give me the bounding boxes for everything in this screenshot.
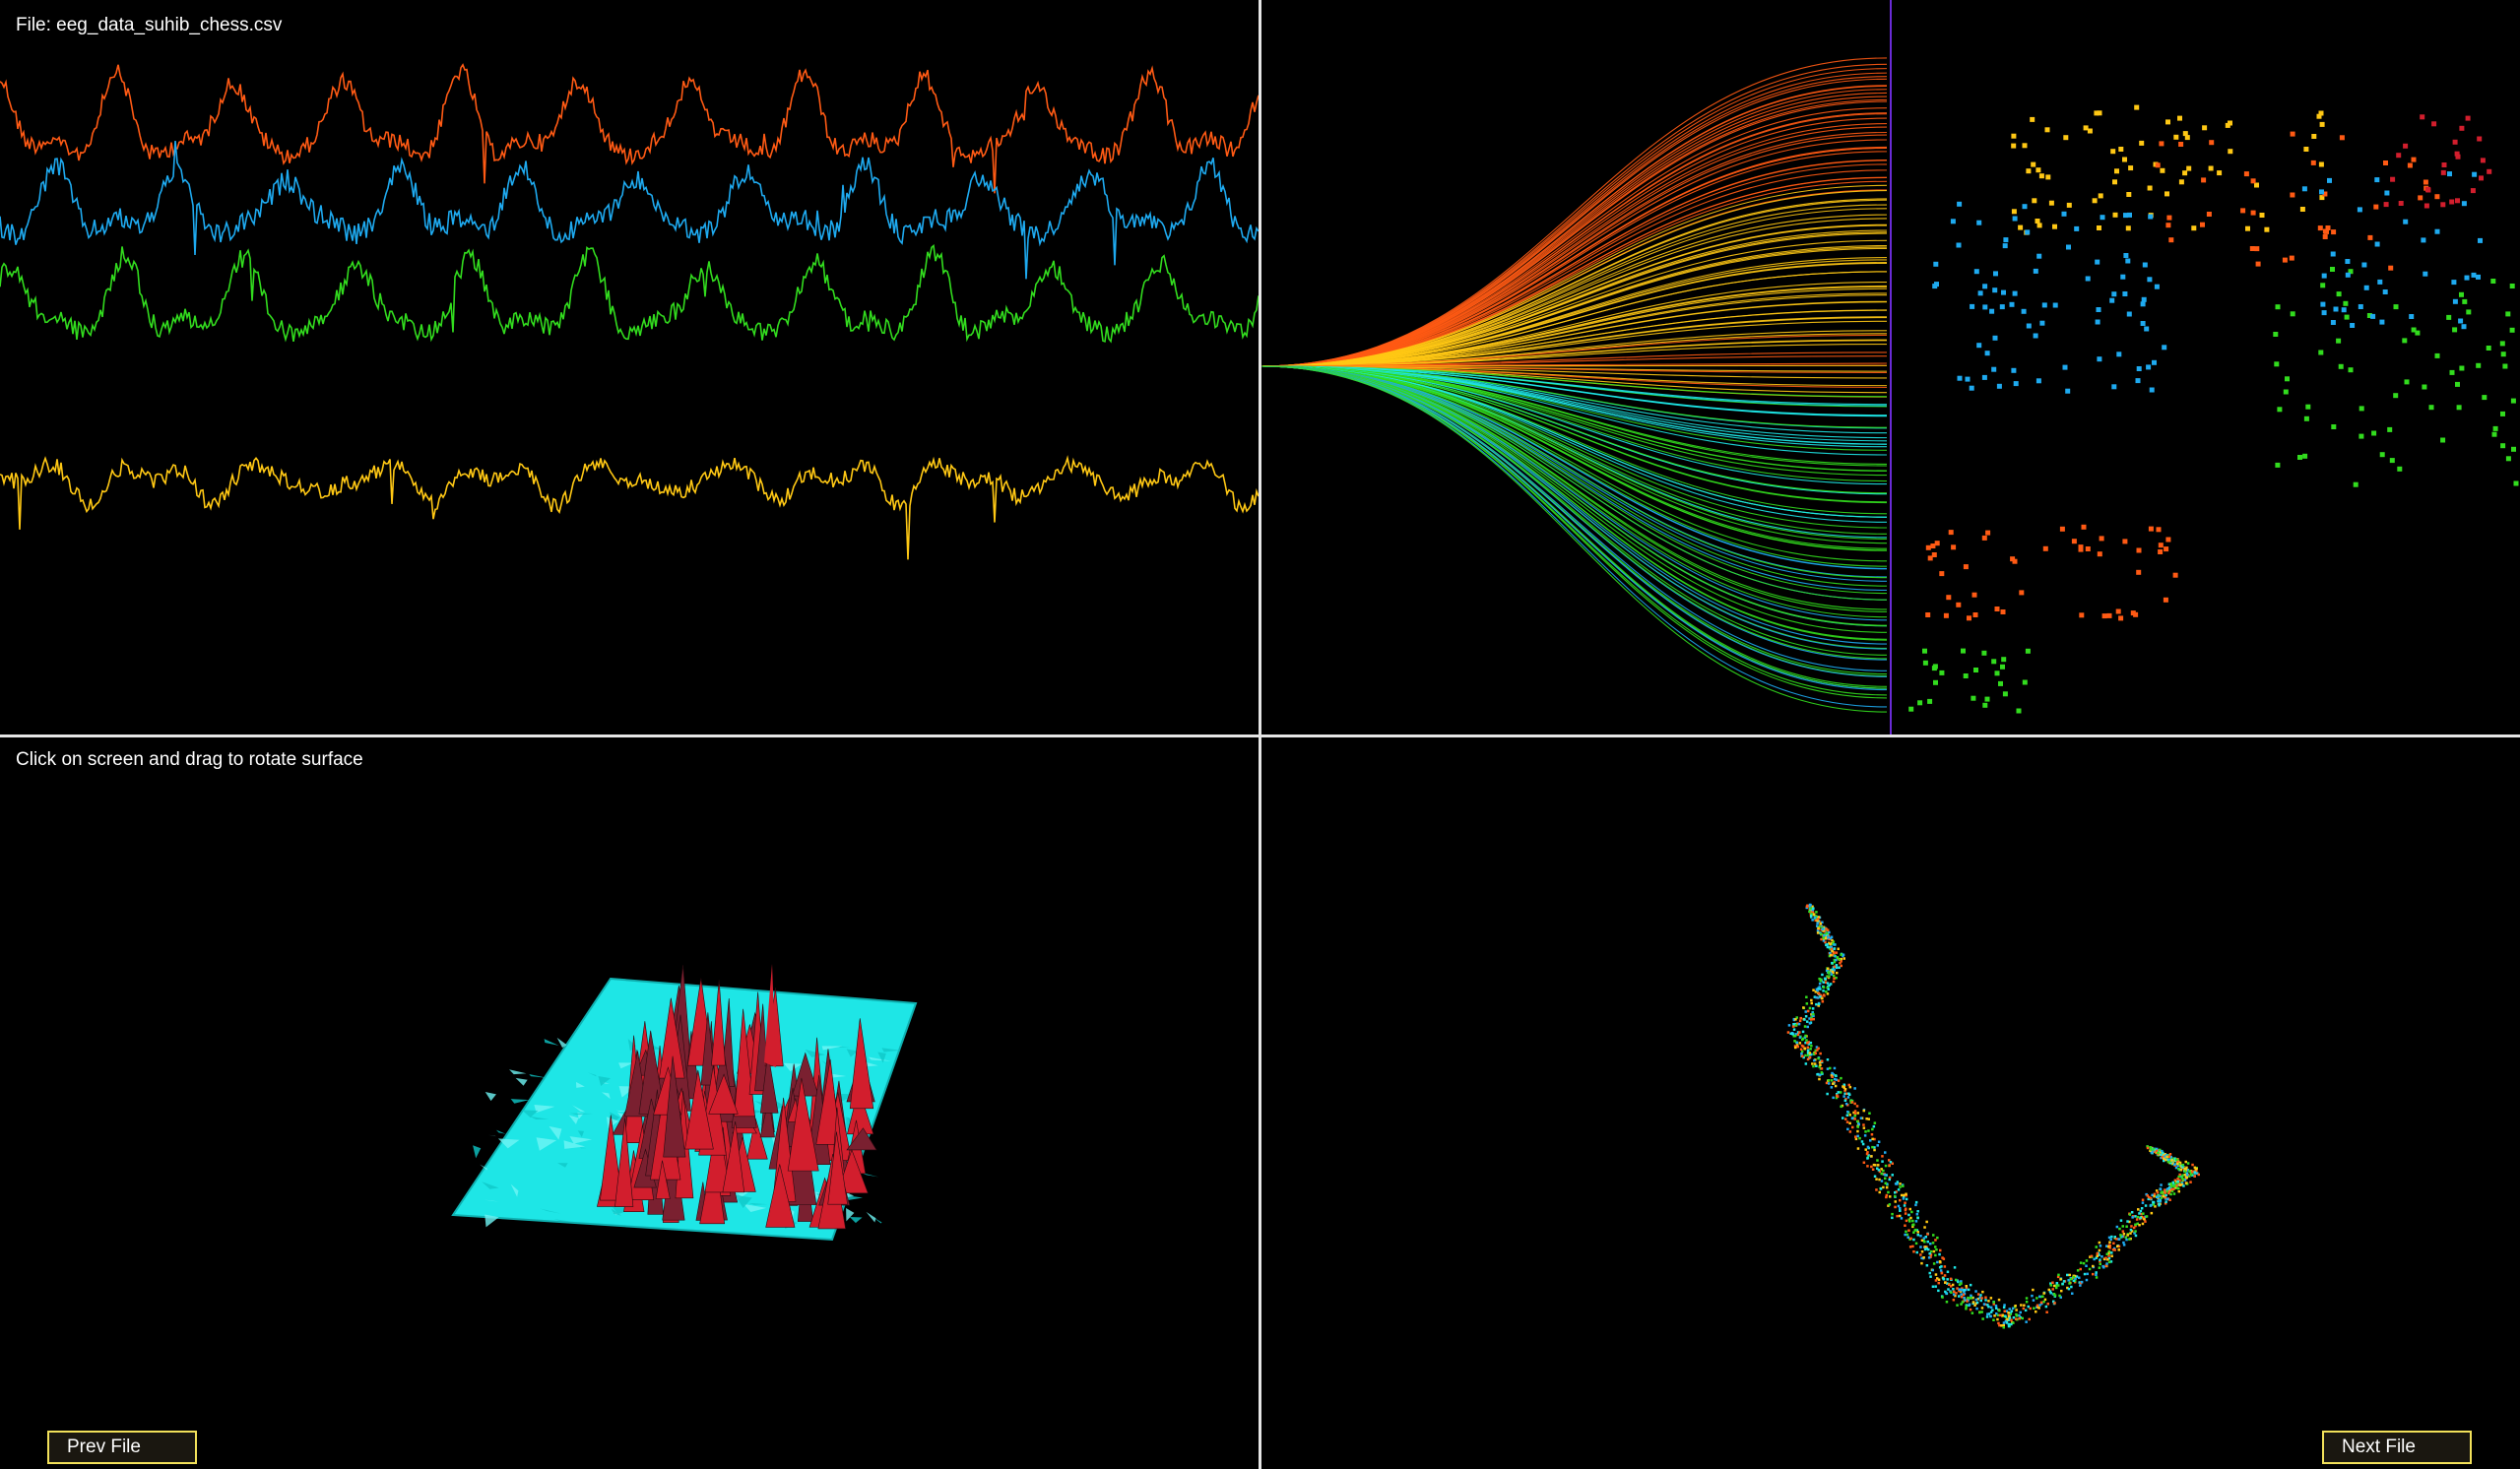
trajectory-points xyxy=(1786,903,2200,1329)
prev-file-button[interactable]: Prev File xyxy=(47,1431,197,1464)
eeg-trace-yellow xyxy=(0,455,1259,560)
3d-surface-plot[interactable] xyxy=(0,737,1259,1469)
fan-curves xyxy=(1261,57,1888,713)
eeg-trace-blue xyxy=(0,141,1259,280)
eeg-traces-plot xyxy=(0,63,1259,560)
horizontal-divider xyxy=(0,734,2520,737)
next-file-button[interactable]: Next File xyxy=(2322,1431,2472,1464)
scatter-points xyxy=(1908,104,2519,714)
fan-and-scatter-plot xyxy=(1261,0,2519,734)
rotate-hint-label: Click on screen and drag to rotate surfa… xyxy=(16,749,363,770)
surface-mesh xyxy=(451,964,918,1242)
eeg-trace-orange xyxy=(0,63,1259,194)
projection-panel xyxy=(1261,0,2520,734)
trajectory-point-cloud xyxy=(1786,903,2200,1329)
file-name-label: File: eeg_data_suhib_chess.csv xyxy=(16,15,283,35)
trajectory-panel: Next File xyxy=(1261,737,2520,1469)
eeg-signal-panel: File: eeg_data_suhib_chess.csv xyxy=(0,0,1259,734)
eeg-trace-green xyxy=(0,244,1259,344)
surface-panel[interactable]: Click on screen and drag to rotate surfa… xyxy=(0,737,1259,1469)
